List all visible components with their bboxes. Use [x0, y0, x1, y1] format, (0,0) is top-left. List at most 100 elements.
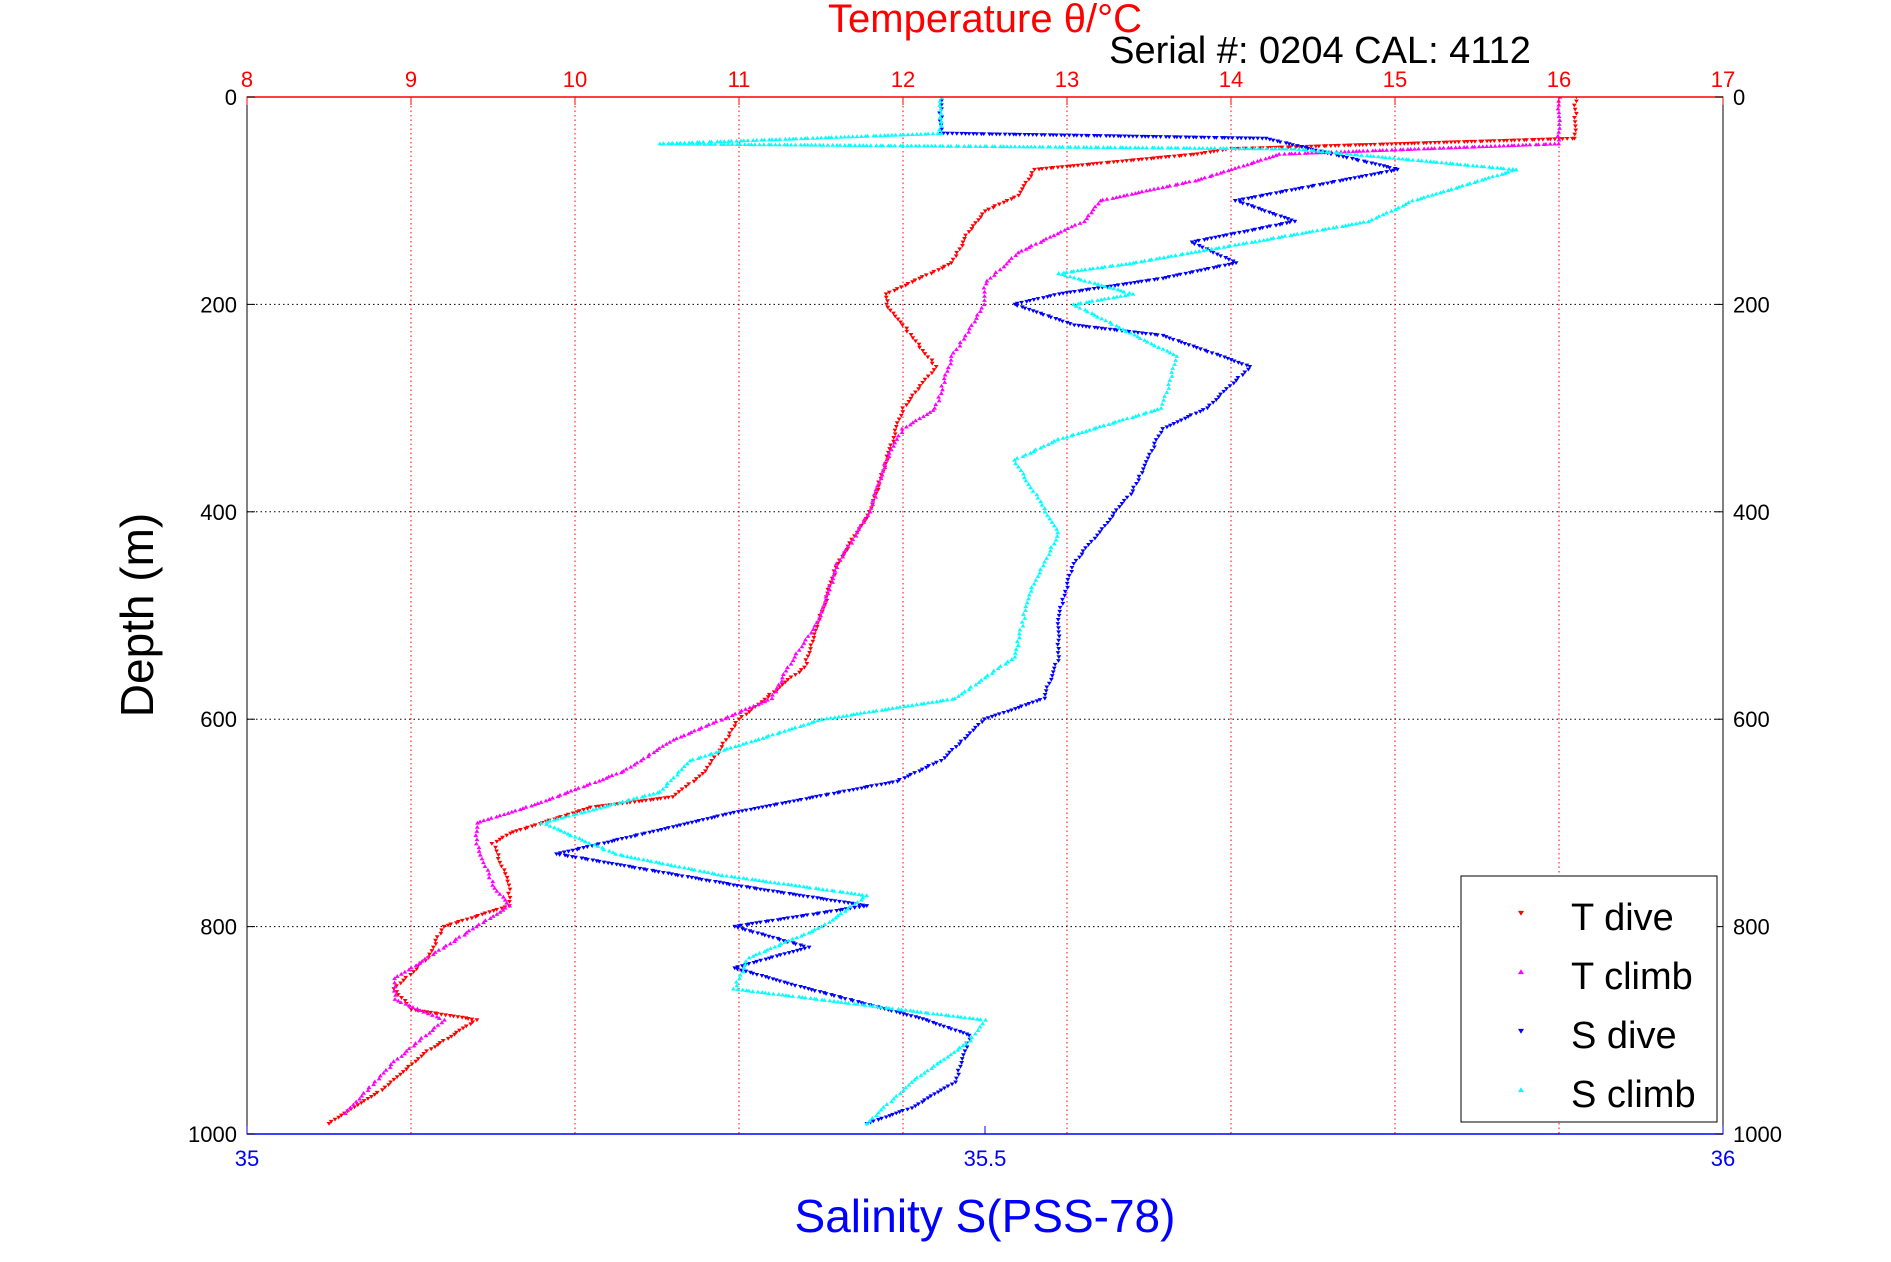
data-point	[1064, 434, 1070, 439]
data-point	[977, 309, 983, 313]
data-point	[901, 132, 906, 137]
data-point	[403, 975, 409, 980]
data-point	[571, 812, 576, 817]
data-point	[842, 134, 847, 139]
data-point	[586, 840, 592, 845]
data-point	[957, 1045, 962, 1050]
data-point	[614, 771, 619, 776]
data-point	[1349, 156, 1355, 161]
data-point	[1401, 141, 1407, 146]
data-point	[424, 1010, 430, 1015]
data-point	[1030, 700, 1036, 705]
data-point	[886, 706, 891, 711]
data-point	[469, 1017, 475, 1022]
data-point	[974, 312, 980, 317]
data-point	[1209, 236, 1214, 241]
data-point	[495, 857, 501, 861]
data-point	[1009, 657, 1015, 661]
data-point	[1133, 260, 1139, 264]
data-point	[671, 737, 676, 742]
data-point	[1164, 425, 1170, 430]
data-point	[975, 723, 981, 727]
data-point	[962, 333, 968, 338]
data-point	[774, 685, 780, 690]
data-point	[893, 424, 899, 429]
data-point	[856, 902, 862, 907]
data-point	[932, 143, 938, 148]
data-point	[1034, 133, 1039, 137]
data-point	[1198, 347, 1203, 352]
data-point	[961, 1053, 966, 1058]
data-point	[1248, 146, 1253, 151]
data-point	[904, 326, 910, 331]
data-point	[1286, 151, 1292, 156]
data-point	[488, 815, 494, 820]
data-point	[579, 810, 584, 815]
left-axis-tick-label: 600	[200, 707, 237, 732]
data-point	[1459, 183, 1465, 188]
data-point	[1056, 271, 1062, 275]
data-point	[968, 144, 973, 148]
data-point	[660, 870, 666, 875]
data-point	[1384, 147, 1390, 152]
data-point	[814, 794, 820, 799]
data-point	[1213, 246, 1219, 251]
data-point	[776, 682, 782, 687]
right-axis-tick-label: 800	[1733, 915, 1770, 940]
data-point	[1384, 170, 1390, 175]
data-point	[609, 862, 615, 866]
data-point	[1152, 277, 1157, 282]
data-point	[802, 946, 808, 951]
data-point	[1022, 615, 1028, 620]
data-point	[1060, 144, 1065, 149]
data-point	[410, 1005, 416, 1009]
data-point	[702, 141, 707, 146]
data-point	[897, 704, 903, 709]
data-point	[1075, 268, 1081, 273]
data-point	[1075, 163, 1081, 168]
data-point	[399, 996, 404, 1000]
data-point	[1071, 323, 1077, 328]
data-point	[494, 907, 500, 912]
data-point	[1013, 707, 1018, 711]
data-point	[1206, 135, 1212, 140]
data-point	[1556, 141, 1562, 146]
data-point	[399, 1054, 405, 1058]
data-point	[1233, 378, 1239, 383]
data-point	[697, 774, 702, 779]
data-point	[406, 967, 412, 972]
data-point	[1073, 558, 1079, 563]
data-point	[913, 418, 919, 423]
data-point	[1111, 295, 1116, 300]
data-point	[1221, 244, 1227, 249]
data-point	[617, 863, 623, 868]
data-point	[813, 886, 819, 890]
data-point	[831, 994, 837, 999]
data-point	[1051, 233, 1057, 237]
data-point	[850, 134, 856, 139]
data-point	[1222, 263, 1228, 268]
data-point	[880, 468, 886, 473]
data-point	[1133, 414, 1139, 418]
data-point	[1139, 134, 1145, 139]
data-point	[809, 988, 814, 992]
data-point	[636, 856, 642, 861]
data-point	[601, 847, 607, 852]
data-point	[1103, 134, 1109, 139]
data-point	[753, 877, 759, 882]
data-point	[721, 142, 727, 146]
data-point	[981, 717, 987, 722]
data-point	[832, 568, 838, 573]
data-point	[473, 915, 479, 919]
data-point	[865, 513, 871, 517]
data-point	[1214, 252, 1220, 257]
data-point	[1353, 221, 1359, 226]
data-point	[414, 967, 419, 972]
data-point	[770, 918, 775, 923]
data-point	[1516, 142, 1521, 147]
data-point	[497, 837, 503, 842]
data-point	[1166, 385, 1172, 390]
data-point	[944, 753, 950, 758]
bottom-axis-tick-label: 35	[235, 1146, 259, 1171]
data-point	[989, 714, 995, 719]
